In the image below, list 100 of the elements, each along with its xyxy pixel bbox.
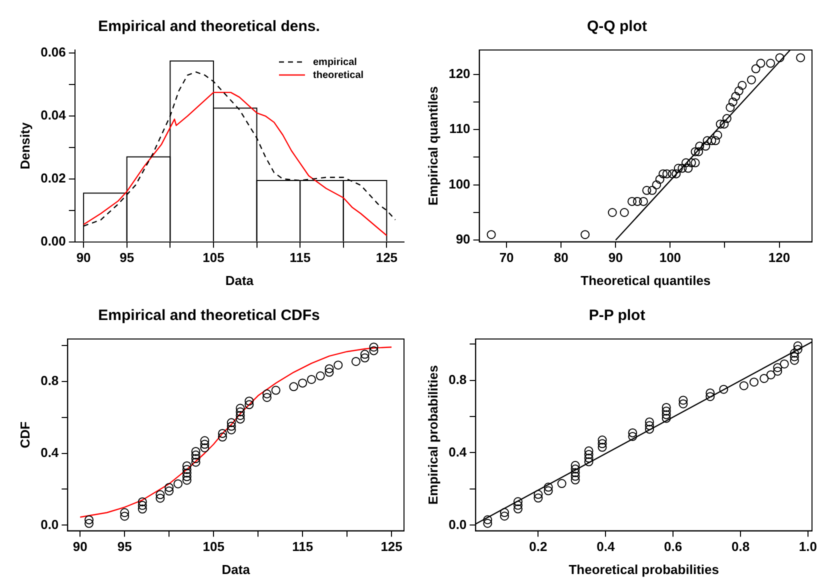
point: [728, 97, 738, 106]
point: [182, 468, 192, 478]
point: [706, 392, 715, 402]
x-tick-label: 0.8: [731, 539, 750, 554]
point: [678, 164, 687, 173]
y-tick-label: 90: [456, 232, 470, 247]
x-tick-label: 105: [202, 250, 224, 266]
y-tick-label: 0.4: [40, 444, 60, 460]
point: [766, 58, 776, 68]
point: [719, 384, 728, 394]
point: [84, 515, 94, 524]
x-tick-label: 90: [72, 539, 88, 554]
point: [182, 476, 192, 485]
point: [486, 230, 496, 240]
point: [775, 53, 784, 62]
point: [544, 482, 553, 492]
point: [156, 494, 165, 503]
y-tick-label: 0.8: [40, 372, 59, 388]
point: [773, 363, 782, 372]
point: [483, 518, 492, 528]
y-tick-label: 0.0: [448, 516, 467, 532]
point: [244, 396, 254, 406]
chart-title: Empirical and theoretical dens.: [98, 18, 320, 36]
point: [694, 147, 704, 156]
point: [648, 186, 657, 195]
point: [790, 356, 799, 365]
point: [182, 461, 192, 470]
x-tick-label: 0.2: [529, 539, 548, 554]
point: [628, 428, 638, 438]
y-tick-label: 0.0: [40, 516, 59, 532]
point: [628, 196, 637, 206]
point: [690, 158, 700, 168]
chart-title: Q-Q plot: [587, 18, 647, 36]
legend-label: empirical: [313, 56, 358, 68]
point: [351, 356, 360, 366]
point: [262, 389, 272, 398]
y-axis-title: Empirical quantiles: [425, 86, 440, 206]
point: [218, 432, 227, 442]
point: [738, 80, 747, 90]
x-tick-label: 105: [202, 539, 224, 554]
point: [760, 374, 769, 383]
point: [628, 432, 638, 441]
point: [298, 378, 308, 388]
point: [644, 424, 654, 434]
x-tick-label: 95: [120, 250, 134, 266]
point: [707, 136, 716, 146]
y-axis-title: Density: [17, 122, 32, 170]
chart-title: P-P plot: [588, 307, 646, 324]
point: [674, 164, 683, 173]
point: [701, 142, 710, 151]
point: [598, 439, 607, 448]
point: [191, 458, 200, 467]
point: [684, 164, 693, 173]
point: [722, 114, 732, 124]
point: [500, 508, 509, 518]
point: [662, 410, 671, 420]
point: [638, 196, 648, 206]
point: [796, 53, 806, 62]
legend-label: theoretical: [313, 70, 364, 81]
point: [570, 460, 580, 470]
y-tick-label: 0.00: [40, 233, 66, 248]
point: [598, 436, 607, 445]
point: [652, 180, 662, 190]
point: [750, 378, 759, 387]
x-axis-title: Data: [225, 272, 254, 288]
y-tick-label: 0.8: [448, 372, 467, 387]
x-tick-label: 1.0: [798, 539, 817, 554]
x-tick-label: 115: [290, 250, 311, 266]
point: [662, 414, 671, 423]
point: [244, 400, 254, 410]
point: [324, 368, 334, 377]
x-tick-label: 125: [376, 250, 398, 266]
y-tick-label: 0.02: [40, 170, 66, 186]
point: [513, 504, 522, 514]
point: [570, 464, 580, 474]
point: [236, 414, 245, 424]
point: [369, 342, 378, 352]
point: [780, 359, 789, 368]
point: [570, 475, 580, 484]
point: [720, 120, 729, 129]
point: [513, 500, 522, 510]
point: [702, 136, 712, 146]
point: [226, 418, 236, 428]
point: [662, 169, 672, 178]
point: [716, 120, 725, 129]
x-tick-label: 80: [554, 250, 568, 266]
point: [690, 147, 700, 156]
point: [608, 208, 617, 218]
point: [668, 169, 677, 178]
point: [218, 428, 227, 438]
point: [695, 142, 704, 151]
point: [662, 406, 671, 416]
point: [544, 486, 553, 496]
point: [756, 58, 766, 68]
point: [710, 136, 720, 146]
x-axis-title: Data: [222, 562, 251, 577]
point: [226, 425, 236, 434]
point: [191, 450, 200, 460]
point: [557, 479, 566, 488]
point: [682, 158, 691, 168]
